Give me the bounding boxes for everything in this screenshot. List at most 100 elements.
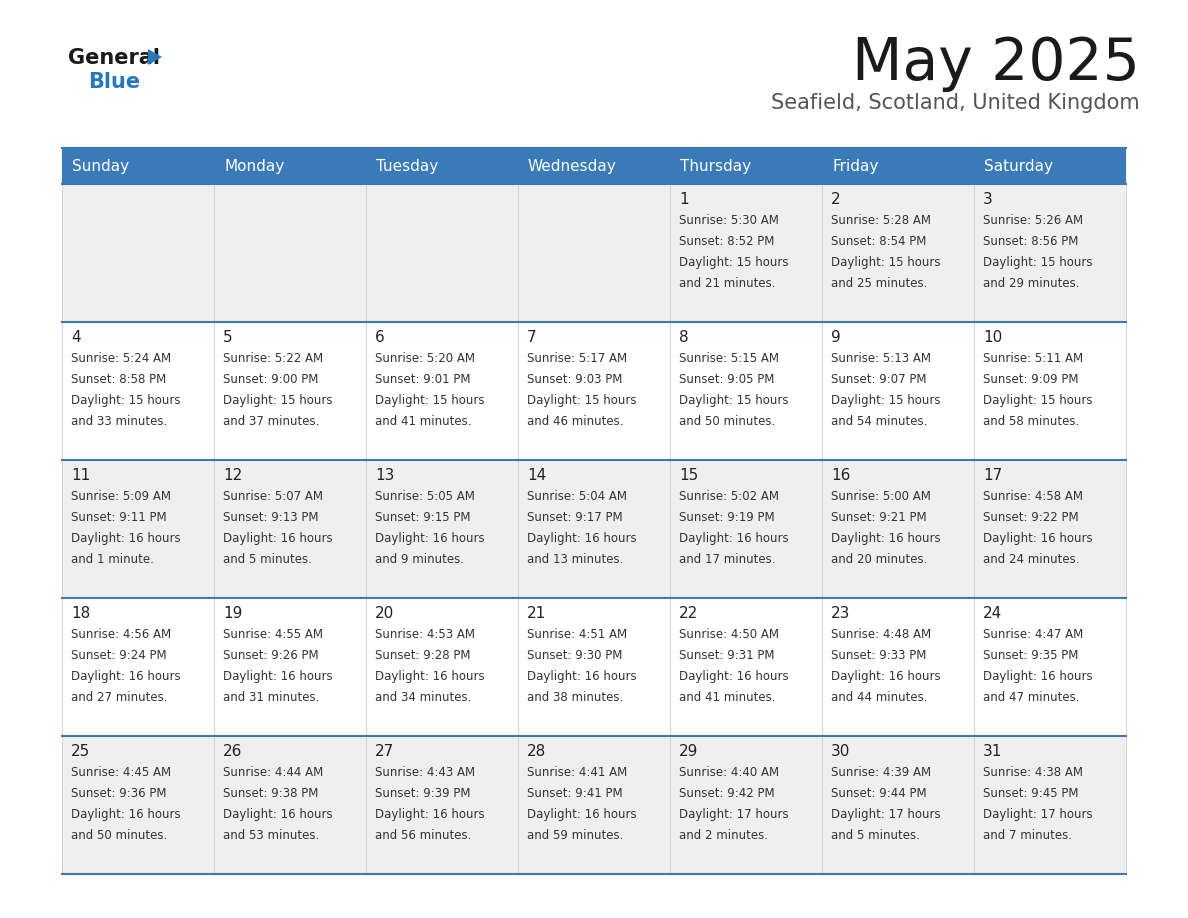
Text: Sunset: 8:52 PM: Sunset: 8:52 PM: [680, 235, 775, 248]
Text: Sunset: 8:56 PM: Sunset: 8:56 PM: [982, 235, 1079, 248]
Text: and 47 minutes.: and 47 minutes.: [982, 691, 1080, 704]
Text: Sunset: 9:24 PM: Sunset: 9:24 PM: [71, 649, 166, 662]
Text: Daylight: 16 hours: Daylight: 16 hours: [982, 670, 1093, 683]
Text: General: General: [68, 48, 160, 68]
Bar: [974, 184, 1126, 322]
Text: 30: 30: [830, 744, 851, 759]
Text: Daylight: 15 hours: Daylight: 15 hours: [527, 394, 637, 407]
Text: and 56 minutes.: and 56 minutes.: [375, 829, 472, 842]
Text: Daylight: 16 hours: Daylight: 16 hours: [527, 808, 637, 821]
Text: Sunset: 9:45 PM: Sunset: 9:45 PM: [982, 787, 1079, 800]
Text: and 7 minutes.: and 7 minutes.: [982, 829, 1072, 842]
Text: Daylight: 16 hours: Daylight: 16 hours: [375, 808, 485, 821]
Text: Sunrise: 4:40 AM: Sunrise: 4:40 AM: [680, 766, 779, 779]
Text: 19: 19: [223, 606, 242, 621]
Text: Sunset: 9:38 PM: Sunset: 9:38 PM: [223, 787, 318, 800]
Text: and 2 minutes.: and 2 minutes.: [680, 829, 767, 842]
Text: Sunrise: 5:17 AM: Sunrise: 5:17 AM: [527, 352, 627, 365]
Text: Sunset: 9:26 PM: Sunset: 9:26 PM: [223, 649, 318, 662]
Text: Sunset: 9:22 PM: Sunset: 9:22 PM: [982, 511, 1079, 524]
Polygon shape: [148, 49, 162, 65]
Bar: [518, 460, 670, 598]
Text: Sunrise: 4:41 AM: Sunrise: 4:41 AM: [527, 766, 627, 779]
Bar: [62, 322, 214, 460]
Text: Sunset: 9:05 PM: Sunset: 9:05 PM: [680, 373, 775, 386]
Bar: [62, 598, 214, 736]
Text: and 5 minutes.: and 5 minutes.: [223, 553, 312, 566]
Text: Daylight: 17 hours: Daylight: 17 hours: [680, 808, 789, 821]
Text: Daylight: 15 hours: Daylight: 15 hours: [680, 394, 789, 407]
Text: Sunset: 9:39 PM: Sunset: 9:39 PM: [375, 787, 470, 800]
Bar: [822, 598, 974, 736]
Text: Sunrise: 5:28 AM: Sunrise: 5:28 AM: [830, 214, 931, 227]
Text: Daylight: 15 hours: Daylight: 15 hours: [830, 394, 941, 407]
Text: and 27 minutes.: and 27 minutes.: [71, 691, 168, 704]
Text: 31: 31: [982, 744, 1003, 759]
Text: Daylight: 16 hours: Daylight: 16 hours: [830, 670, 941, 683]
Text: Sunset: 9:09 PM: Sunset: 9:09 PM: [982, 373, 1079, 386]
Text: and 5 minutes.: and 5 minutes.: [830, 829, 920, 842]
Text: Sunrise: 5:00 AM: Sunrise: 5:00 AM: [830, 490, 931, 503]
Text: 22: 22: [680, 606, 699, 621]
Text: and 21 minutes.: and 21 minutes.: [680, 277, 776, 290]
Text: and 17 minutes.: and 17 minutes.: [680, 553, 776, 566]
Text: and 59 minutes.: and 59 minutes.: [527, 829, 624, 842]
Text: Sunrise: 5:13 AM: Sunrise: 5:13 AM: [830, 352, 931, 365]
Text: 20: 20: [375, 606, 394, 621]
Text: 12: 12: [223, 468, 242, 483]
Text: Sunrise: 5:15 AM: Sunrise: 5:15 AM: [680, 352, 779, 365]
Bar: [62, 736, 214, 874]
Bar: [366, 460, 518, 598]
Text: 7: 7: [527, 330, 537, 345]
Text: Sunset: 9:11 PM: Sunset: 9:11 PM: [71, 511, 166, 524]
Bar: [62, 184, 214, 322]
Text: and 50 minutes.: and 50 minutes.: [71, 829, 168, 842]
Text: 11: 11: [71, 468, 90, 483]
Text: Daylight: 16 hours: Daylight: 16 hours: [223, 670, 333, 683]
Text: Daylight: 16 hours: Daylight: 16 hours: [375, 532, 485, 545]
Text: Sunrise: 4:47 AM: Sunrise: 4:47 AM: [982, 628, 1083, 641]
Text: 23: 23: [830, 606, 851, 621]
Bar: [822, 322, 974, 460]
Text: 10: 10: [982, 330, 1003, 345]
Text: Daylight: 17 hours: Daylight: 17 hours: [982, 808, 1093, 821]
Text: Sunrise: 4:53 AM: Sunrise: 4:53 AM: [375, 628, 475, 641]
Bar: [974, 322, 1126, 460]
Text: Sunrise: 5:20 AM: Sunrise: 5:20 AM: [375, 352, 475, 365]
Text: Blue: Blue: [88, 72, 140, 92]
Text: Tuesday: Tuesday: [375, 159, 438, 174]
Text: Sunset: 9:35 PM: Sunset: 9:35 PM: [982, 649, 1079, 662]
Text: and 24 minutes.: and 24 minutes.: [982, 553, 1080, 566]
Text: Daylight: 16 hours: Daylight: 16 hours: [527, 532, 637, 545]
Text: and 54 minutes.: and 54 minutes.: [830, 415, 928, 428]
Text: Sunrise: 5:26 AM: Sunrise: 5:26 AM: [982, 214, 1083, 227]
Text: Sunset: 9:00 PM: Sunset: 9:00 PM: [223, 373, 318, 386]
Bar: [62, 460, 214, 598]
Text: and 33 minutes.: and 33 minutes.: [71, 415, 168, 428]
Text: Wednesday: Wednesday: [527, 159, 617, 174]
Text: and 25 minutes.: and 25 minutes.: [830, 277, 928, 290]
Text: Sunrise: 5:07 AM: Sunrise: 5:07 AM: [223, 490, 323, 503]
Text: Daylight: 16 hours: Daylight: 16 hours: [982, 532, 1093, 545]
Text: Sunset: 9:13 PM: Sunset: 9:13 PM: [223, 511, 318, 524]
Text: Sunset: 9:30 PM: Sunset: 9:30 PM: [527, 649, 623, 662]
Text: Saturday: Saturday: [984, 159, 1053, 174]
Text: 17: 17: [982, 468, 1003, 483]
Text: and 1 minute.: and 1 minute.: [71, 553, 154, 566]
Text: and 34 minutes.: and 34 minutes.: [375, 691, 472, 704]
Bar: [214, 736, 366, 874]
Bar: [518, 736, 670, 874]
Text: Sunrise: 5:05 AM: Sunrise: 5:05 AM: [375, 490, 475, 503]
Text: and 44 minutes.: and 44 minutes.: [830, 691, 928, 704]
Bar: [822, 460, 974, 598]
Text: Sunset: 9:07 PM: Sunset: 9:07 PM: [830, 373, 927, 386]
Bar: [214, 148, 366, 184]
Text: Sunrise: 5:02 AM: Sunrise: 5:02 AM: [680, 490, 779, 503]
Text: and 9 minutes.: and 9 minutes.: [375, 553, 465, 566]
Text: Sunset: 8:54 PM: Sunset: 8:54 PM: [830, 235, 927, 248]
Text: and 20 minutes.: and 20 minutes.: [830, 553, 928, 566]
Text: Sunset: 9:42 PM: Sunset: 9:42 PM: [680, 787, 775, 800]
Text: 28: 28: [527, 744, 546, 759]
Bar: [822, 148, 974, 184]
Text: Daylight: 15 hours: Daylight: 15 hours: [680, 256, 789, 269]
